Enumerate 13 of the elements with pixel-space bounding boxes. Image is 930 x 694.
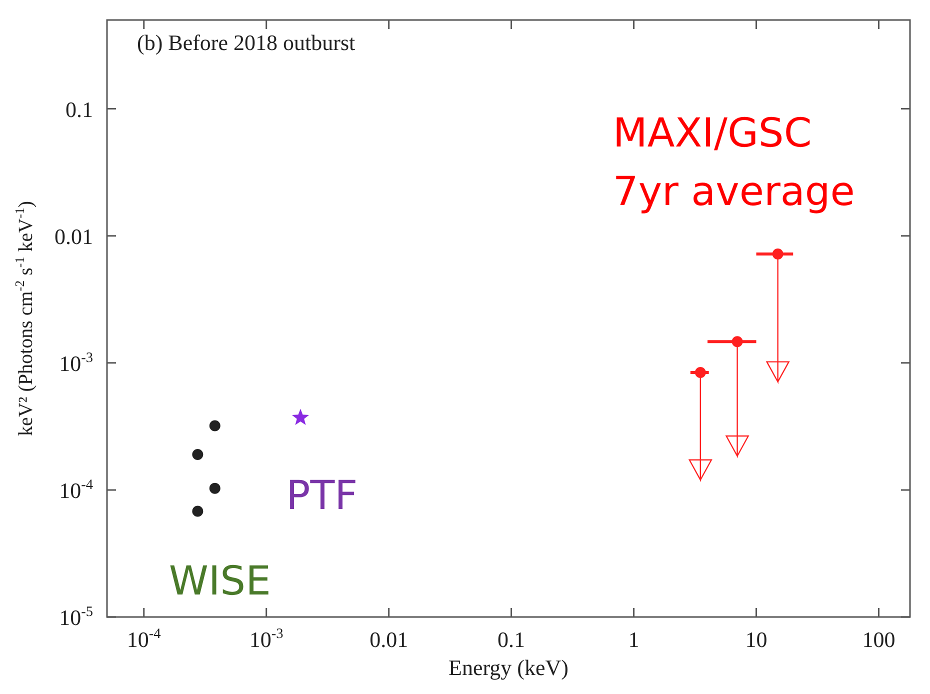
x-tick-label: 100 [862,627,896,652]
x-tick-label: 10 [745,627,768,652]
y-tick-label: 0.1 [66,96,93,122]
x-tick-label: 1 [628,627,640,652]
x-tick-label: 0.1 [498,627,526,652]
x-axis-title: Energy (keV) [448,655,568,680]
x-tick-label: 0.01 [370,627,408,652]
text: MAXI/GSC 7yr average [612,110,855,216]
y-tick-label: 0.01 [54,224,93,249]
y-axis-title: keV² (Photons cm-2 s-1 keV-1) [12,200,37,436]
series-label: WISE [168,558,271,604]
text: (b) Before 2018 outburst [137,30,356,55]
series-label: PTF [286,472,358,519]
